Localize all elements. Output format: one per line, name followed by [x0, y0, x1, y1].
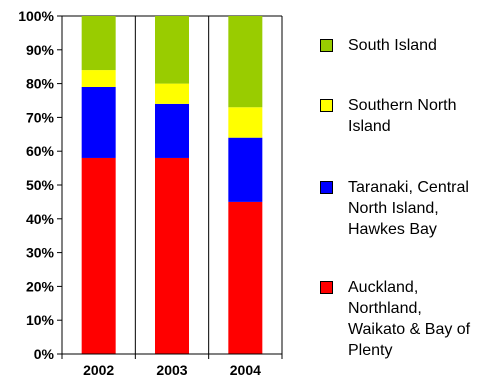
- bar-segment-2002-3: [81, 16, 116, 71]
- x-category-labels: 2002 2003 2004: [83, 362, 261, 378]
- stacked-bar-chart: 0%10%20%30%40%50%60%70%80%90%100% 2002 20…: [18, 8, 283, 378]
- y-tick-label: 50%: [26, 177, 55, 193]
- legend-label: Southern North Island: [348, 97, 457, 135]
- axes: [57, 15, 283, 359]
- bar-segment-2003-3: [155, 16, 189, 84]
- y-tick-label: 90%: [26, 42, 55, 58]
- y-tick-label: 80%: [26, 76, 55, 92]
- y-tick-label: 100%: [18, 8, 54, 24]
- x-tick-label-2002: 2002: [83, 362, 114, 378]
- bars: [81, 16, 263, 354]
- legend-swatch: [320, 181, 333, 194]
- bar-segment-2004-1: [228, 137, 263, 202]
- bar-segment-2003-1: [155, 103, 189, 158]
- y-tick-label: 60%: [26, 143, 55, 159]
- x-tick-label-2004: 2004: [230, 362, 261, 378]
- legend-swatch: [320, 281, 333, 294]
- bar-segment-2002-2: [81, 70, 116, 87]
- bar-segment-2003-0: [155, 157, 189, 354]
- y-tick-labels: 0% 10% 20% 30% 40% 50% 60% 70% 80% 90% 100%: [18, 8, 54, 362]
- legend-swatch: [320, 99, 333, 112]
- bar-segment-2002-0: [81, 157, 116, 354]
- legend-label: South Island: [348, 37, 437, 54]
- legend-label: Taranaki, Central North Island, Hawkes B…: [348, 179, 469, 238]
- bar-segment-2002-1: [81, 86, 116, 158]
- y-tick-label: 40%: [26, 211, 55, 227]
- bar-segment-2004-0: [228, 201, 263, 354]
- y-tick-label: 70%: [26, 109, 55, 125]
- y-tick-label: 10%: [26, 312, 55, 328]
- y-tick-label: 20%: [26, 278, 55, 294]
- x-tick-label-2003: 2003: [156, 362, 187, 378]
- bar-segment-2004-2: [228, 107, 263, 138]
- legend-swatch: [320, 39, 333, 52]
- y-tick-label: 30%: [26, 245, 55, 261]
- bar-segment-2003-2: [155, 83, 189, 104]
- bar-segment-2004-3: [228, 16, 263, 108]
- y-tick-label: 0%: [34, 346, 55, 362]
- legend-label: Auckland, Northland, Waikato & Bay of Pl…: [348, 279, 471, 359]
- legend: South Island Southern North Island Taran…: [320, 0, 494, 378]
